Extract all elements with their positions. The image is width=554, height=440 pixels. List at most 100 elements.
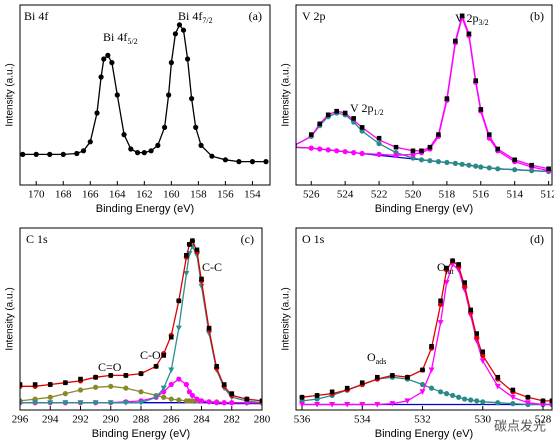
data-point (214, 364, 219, 369)
data-point (462, 283, 468, 289)
data-point (114, 92, 120, 98)
data-point (512, 167, 518, 173)
data-point (180, 27, 187, 33)
data-point (462, 396, 468, 402)
data-point (325, 147, 331, 153)
data-point (194, 396, 200, 402)
annotation-text: (a) (249, 9, 262, 23)
data-point (123, 373, 129, 378)
x-tick-label: 280 (254, 414, 271, 426)
annotation-text: O (437, 260, 446, 274)
data-point (317, 121, 323, 127)
annotation: Oads (367, 350, 386, 367)
plot-frame (19, 4, 271, 186)
annotation: (a) (249, 9, 262, 23)
data-point (108, 383, 114, 389)
annotation-text: (b) (530, 9, 544, 23)
x-tick-label: 294 (42, 414, 59, 426)
x-tick-label: 166 (82, 189, 99, 201)
data-point (47, 151, 53, 157)
data-point (317, 146, 323, 152)
annotation-text: C 1s (26, 232, 48, 246)
data-point (221, 382, 227, 387)
x-tick-label: 526 (303, 189, 320, 201)
data-point (153, 364, 159, 369)
series-line (20, 244, 262, 404)
data-point (456, 262, 461, 267)
data-point (155, 142, 161, 148)
data-point (405, 374, 410, 380)
data-point (452, 160, 458, 166)
data-point (478, 164, 484, 170)
x-tick-label: 284 (193, 414, 210, 426)
data-point (20, 382, 23, 387)
data-point (109, 60, 115, 66)
annotation-subscript: 7/2 (202, 16, 212, 25)
y-axis-label: Intensity (a.u.) (5, 63, 16, 126)
data-point (94, 110, 100, 116)
data-point (160, 385, 167, 392)
data-point (334, 108, 339, 114)
plot-frame (295, 227, 553, 411)
annotation-text: C=O (98, 360, 122, 374)
data-point (376, 141, 382, 147)
data-point (473, 163, 479, 169)
data-point (450, 392, 456, 399)
data-point (189, 398, 196, 404)
data-point (244, 396, 250, 402)
series-line (20, 239, 262, 402)
data-point (437, 389, 444, 395)
data-point (122, 400, 129, 406)
x-tick-label: 292 (72, 414, 89, 426)
data-point (138, 371, 144, 376)
data-point (47, 382, 53, 387)
data-point (494, 383, 501, 390)
plot-area (20, 22, 269, 165)
data-point (222, 157, 229, 163)
data-point (495, 146, 501, 152)
data-point (314, 402, 321, 408)
data-point (418, 157, 425, 163)
data-point (209, 153, 215, 159)
data-point (101, 56, 107, 62)
data-point (467, 312, 474, 319)
data-point (429, 344, 434, 349)
x-tick-label: 296 (12, 414, 29, 426)
data-point (486, 132, 492, 137)
annotation-subscript: 1/2 (373, 108, 383, 117)
plot-area (296, 13, 552, 175)
data-point (166, 92, 172, 98)
data-point (121, 132, 127, 138)
data-point (93, 384, 99, 390)
plot-frame (295, 4, 553, 186)
data-point (20, 400, 23, 406)
data-point (444, 96, 450, 101)
data-point (189, 96, 195, 102)
data-point (480, 399, 486, 405)
data-point (206, 325, 212, 331)
data-point (187, 242, 192, 247)
data-point (359, 402, 366, 408)
data-point (427, 144, 433, 150)
data-point (98, 74, 104, 80)
data-point (198, 398, 205, 404)
data-point (77, 400, 84, 406)
y-axis-label: Intensity (a.u.) (281, 63, 292, 126)
data-point (308, 132, 314, 137)
data-point (198, 142, 204, 148)
data-point (376, 151, 382, 157)
y-axis-label: Intensity (a.u.) (5, 287, 16, 350)
data-point (459, 13, 465, 19)
data-point (60, 151, 66, 157)
annotation-subscript: 3/2 (478, 18, 488, 27)
data-point (473, 78, 479, 83)
data-point (466, 162, 472, 168)
data-point (314, 396, 320, 402)
data-point (419, 381, 426, 388)
data-point (428, 385, 435, 391)
data-point (420, 367, 425, 373)
x-tick-label: 162 (136, 189, 153, 201)
data-point (249, 159, 256, 165)
data-point (206, 331, 213, 337)
